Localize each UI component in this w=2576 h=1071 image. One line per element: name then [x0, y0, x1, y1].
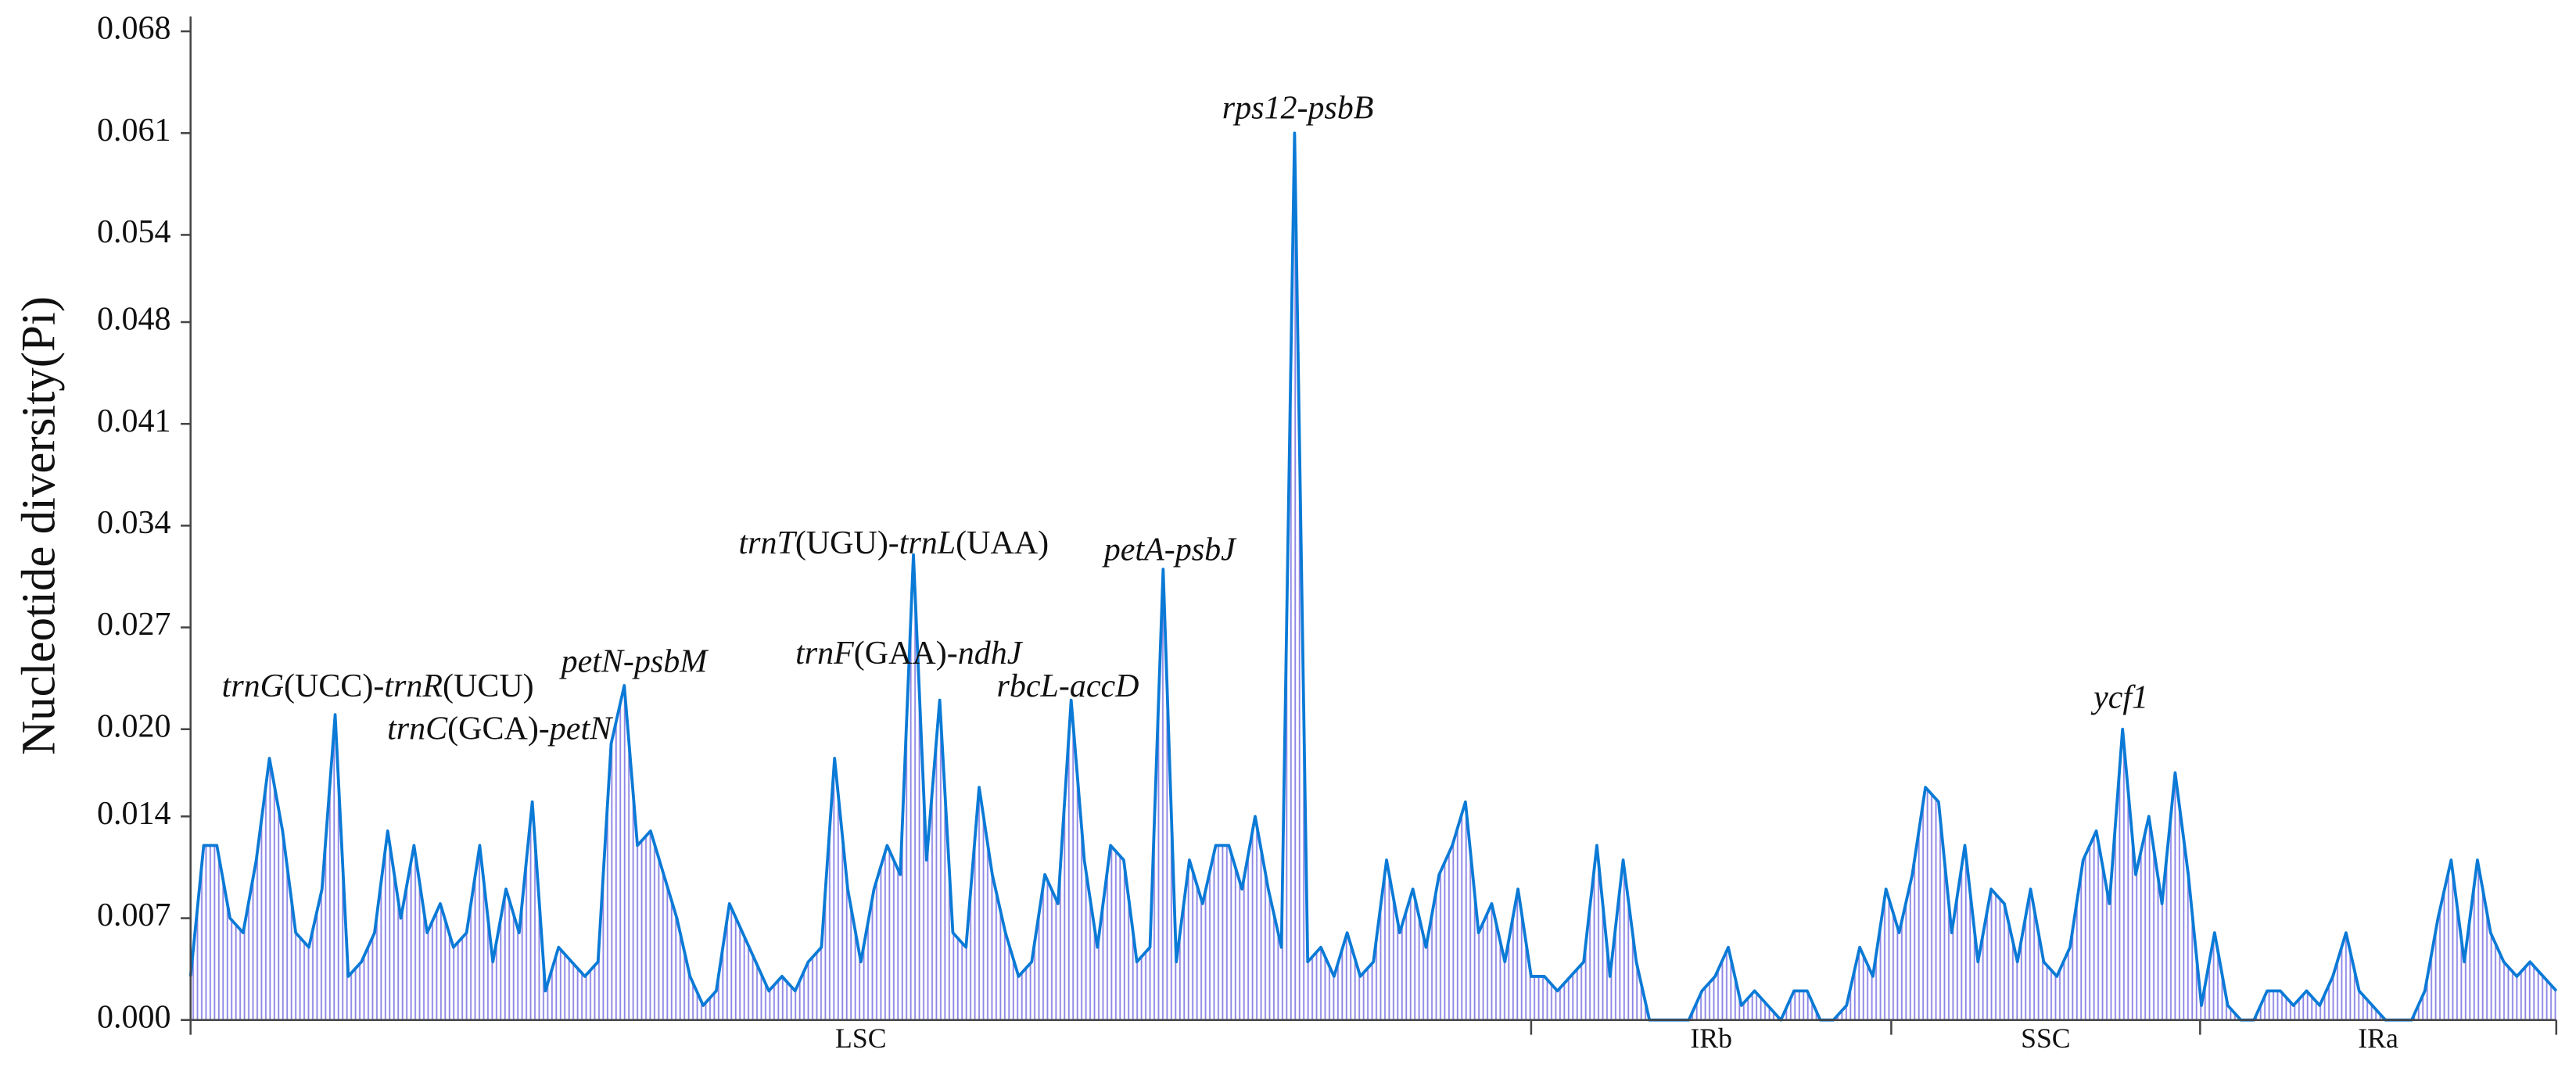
- y-tick-label: 0.014: [97, 796, 171, 832]
- peak-annotation: petN-psbM: [559, 643, 709, 679]
- peak-annotation: trnT(UGU)-trnL(UAA): [738, 525, 1049, 561]
- peak-annotation: rbcL-accD: [997, 668, 1139, 704]
- y-tick-label: 0.048: [97, 302, 171, 338]
- y-tick-label: 0.068: [97, 11, 171, 47]
- annotation-part: petN-psbM: [559, 643, 709, 679]
- line: [188, 131, 2558, 1022]
- region-label: SSC: [2021, 1023, 2071, 1054]
- peak-annotation: trnC(GCA)-petN: [387, 711, 613, 747]
- annotation-part: (GAA)-: [854, 636, 958, 672]
- y-tick-label: 0.020: [97, 708, 171, 744]
- y-tick-label: 0.000: [97, 999, 171, 1035]
- y-tick-label: 0.061: [97, 113, 171, 149]
- y-tick-label: 0.034: [97, 505, 171, 541]
- annotation-part: trnG: [222, 668, 284, 704]
- annotation-part: trnC: [387, 711, 448, 747]
- annotation-part: trnF: [795, 636, 854, 672]
- y-tick-label: 0.007: [97, 897, 171, 933]
- peak-annotation: rps12-psbB: [1222, 90, 1374, 126]
- peak-annotation: trnF(GAA)-ndhJ: [795, 636, 1024, 672]
- y-axis-label: Nucleotide diversity(Pi): [13, 296, 65, 755]
- peak-annotation: trnG(UCC)-trnR(UCU): [222, 668, 534, 704]
- annotation-part: trnL: [899, 525, 956, 561]
- y-tick-label: 0.054: [97, 214, 171, 250]
- annotation-part: (UCU): [443, 668, 534, 704]
- region-label: IRb: [1690, 1023, 1732, 1054]
- annotation-part: (GCA)-: [447, 711, 550, 747]
- peak-annotation: petA-psbJ: [1102, 532, 1237, 568]
- region-label: LSC: [835, 1023, 886, 1054]
- annotation-part: trnT: [738, 525, 797, 561]
- annotation-part: ndhJ: [958, 636, 1024, 672]
- region-label: IRa: [2358, 1023, 2398, 1054]
- y-tick-label: 0.041: [97, 403, 171, 439]
- annotation-part: rps12-psbB: [1222, 90, 1374, 126]
- area: [190, 133, 2556, 1020]
- annotation-part: (UCC)-: [284, 668, 384, 704]
- annotation-part: ycf1: [2090, 680, 2148, 716]
- annotation-part: rbcL-accD: [997, 668, 1139, 704]
- peak-annotation: ycf1: [2090, 680, 2148, 716]
- y-tick-label: 0.027: [97, 607, 171, 643]
- annotation-part: petN: [547, 711, 613, 747]
- annotation-part: trnR: [384, 668, 443, 704]
- annotation-part: (UAA): [956, 525, 1049, 561]
- annotation-part: petA-psbJ: [1102, 532, 1237, 568]
- annotation-part: (UGU)-: [795, 525, 899, 561]
